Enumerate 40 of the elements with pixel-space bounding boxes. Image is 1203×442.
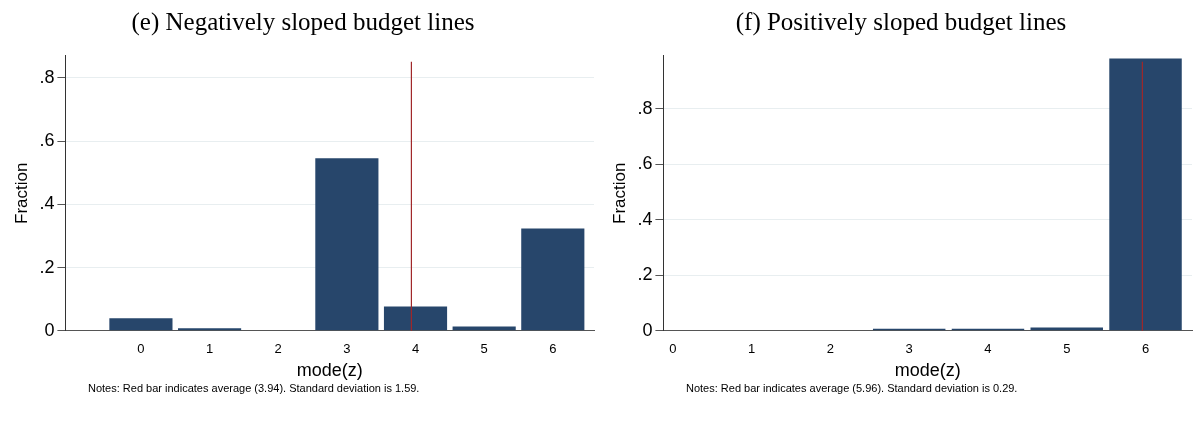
text: Notes: Red bar indicates average (3.94). Standard deviation is 1.59.	[88, 382, 421, 394]
x-axis-title: mode(z)	[894, 360, 961, 381]
chart-title: (f) Positively sloped budget lines	[734, 8, 1068, 38]
x-tick-label: 0	[137, 341, 145, 357]
y-axis-title: Fraction	[609, 162, 629, 225]
x-tick-label: 3	[905, 341, 913, 357]
bar	[177, 328, 242, 331]
x-axis-title: mode(z)	[296, 360, 363, 381]
x-tick-label: 5	[1063, 341, 1071, 357]
x-tick-label: 3	[343, 341, 351, 357]
y-tick-label: 0	[44, 319, 55, 340]
y-tick-label: .8	[637, 97, 653, 118]
y-tick-label: .6	[637, 153, 653, 174]
x-tick-label: 4	[984, 341, 992, 357]
y-tick-label: .6	[39, 130, 55, 151]
bar	[1030, 327, 1103, 331]
text: Notes: Red bar indicates average (5.96). Standard deviation is 0.29.	[686, 382, 1019, 394]
y-tick-label: .2	[637, 264, 653, 285]
y-tick-label: .2	[39, 256, 55, 277]
y-tick-label: .8	[39, 66, 55, 87]
y-tick-label: .4	[39, 193, 55, 214]
x-tick-label: 2	[274, 341, 282, 357]
x-tick-label: 0	[669, 341, 677, 357]
x-tick-label: 6	[549, 341, 557, 357]
bar	[109, 318, 173, 331]
x-tick-label: 6	[1141, 341, 1150, 357]
bar	[315, 158, 379, 331]
y-axis-title: Fraction	[11, 162, 31, 225]
y-tick-label: 0	[642, 319, 653, 340]
x-tick-label: 4	[411, 341, 420, 357]
x-tick-label: 2	[826, 341, 835, 357]
x-tick-label: 1	[748, 341, 756, 357]
bar	[383, 306, 448, 331]
x-tick-label: 5	[480, 341, 488, 357]
x-tick-label: 1	[205, 341, 214, 357]
chart-title: (e) Negatively sloped budget lines	[130, 8, 476, 38]
bar	[521, 228, 585, 331]
bar	[1109, 58, 1182, 331]
y-tick-label: .4	[637, 208, 653, 229]
bar	[452, 326, 516, 331]
